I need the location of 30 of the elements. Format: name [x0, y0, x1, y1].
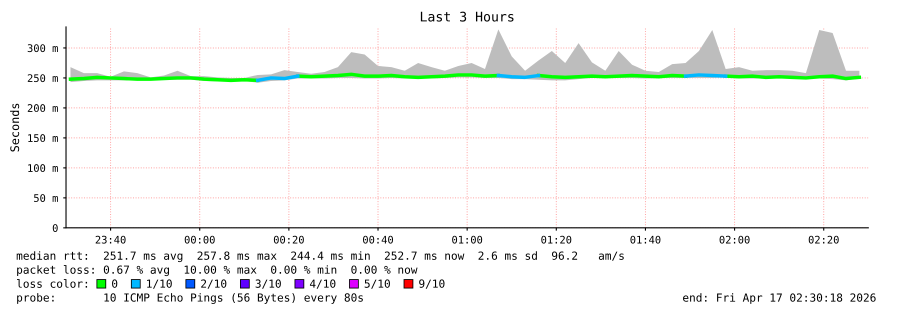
x-tick-label: 00:00 — [184, 236, 215, 244]
x-tick-label: 01:00 — [452, 236, 482, 244]
text: probe: 10 ICMP Echo Pings (56 Bytes) every 80s — [17, 293, 363, 304]
legend-label: 0 — [112, 279, 118, 288]
legend-label: 1/10 — [147, 279, 172, 289]
y-tick-label: 200 m — [28, 104, 58, 112]
legend-label: 2/10 — [201, 279, 226, 289]
y-tick-label: 0 — [52, 224, 58, 232]
y-axis-title: Seconds — [10, 104, 20, 152]
text: packet loss: 0.67 % avg 10.00 % max 0.00 % min 0.00 % now — [17, 265, 418, 276]
y-tick-label: 250 m — [28, 74, 58, 82]
legend-label: 3/10 — [256, 279, 281, 289]
legend-label: 4/10 — [310, 279, 336, 289]
x-tick-label: 23:40 — [96, 236, 126, 244]
legend-label: 9/10 — [419, 279, 444, 289]
x-tick-label: 02:00 — [720, 236, 750, 244]
y-tick-label: 100 m — [28, 164, 58, 172]
y-tick-label: 50 m — [34, 194, 58, 202]
text: median rtt: 251.7 ms avg 257.8 ms max 244.4 ms min 252.7 ms now 2.6 ms sd 96.2 am/s — [16, 251, 624, 262]
text: loss color: — [17, 279, 88, 288]
x-tick-label: 00:40 — [363, 236, 394, 244]
y-tick-label: 150 m — [28, 134, 58, 142]
x-tick-label: 00:20 — [274, 236, 304, 244]
chart-title: Last 3 Hours — [420, 12, 514, 22]
x-tick-label: 01:40 — [630, 236, 660, 244]
x-tick-label: 02:20 — [808, 236, 839, 244]
legend-label: 5/10 — [364, 279, 390, 289]
y-tick-label: 300 m — [28, 44, 58, 52]
text: end: Fri Apr 17 02:30:18 2026 — [683, 293, 876, 304]
x-tick-label: 01:20 — [541, 236, 572, 244]
